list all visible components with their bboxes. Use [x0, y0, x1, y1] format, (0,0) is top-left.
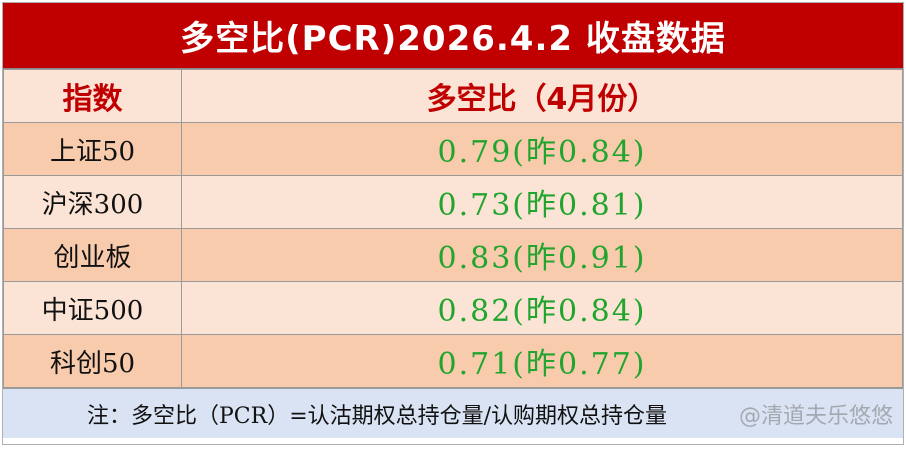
pcr-value: 0.83(昨0.91) — [181, 228, 903, 282]
index-name: 沪深300 — [3, 175, 182, 229]
index-name: 科创50 — [3, 334, 182, 388]
pcr-value: 0.71(昨0.77) — [181, 334, 903, 388]
table-title: 多空比(PCR)2026.4.2 收盘数据 — [3, 3, 903, 69]
index-name: 上证50 — [3, 122, 182, 176]
index-name: 中证500 — [3, 281, 182, 335]
pcr-value: 0.79(昨0.84) — [181, 122, 903, 176]
footnote-text: 注：多空比（PCR）=认沽期权总持仓量/认购期权总持仓量 — [87, 403, 668, 429]
index-name: 创业板 — [3, 228, 182, 282]
watermark: @清道夫乐悠悠 — [738, 404, 893, 429]
value-column-header: 多空比（4月份） — [181, 69, 903, 123]
table-row: 中证500 0.82(昨0.84) — [3, 281, 903, 335]
pcr-table: 指数 多空比（4月份） 上证50 0.79(昨0.84) 沪深300 0.73(… — [3, 69, 903, 388]
pcr-value: 0.82(昨0.84) — [181, 281, 903, 335]
pcr-value: 0.73(昨0.81) — [181, 175, 903, 229]
table-row: 创业板 0.83(昨0.91) — [3, 228, 903, 282]
index-column-header: 指数 — [3, 69, 182, 123]
footnote: 注：多空比（PCR）=认沽期权总持仓量/认购期权总持仓量 @清道夫乐悠悠 — [3, 388, 903, 438]
table-row: 科创50 0.71(昨0.77) — [3, 334, 903, 388]
header-row: 指数 多空比（4月份） — [3, 69, 903, 123]
table-row: 上证50 0.79(昨0.84) — [3, 122, 903, 176]
table-row: 沪深300 0.73(昨0.81) — [3, 175, 903, 229]
